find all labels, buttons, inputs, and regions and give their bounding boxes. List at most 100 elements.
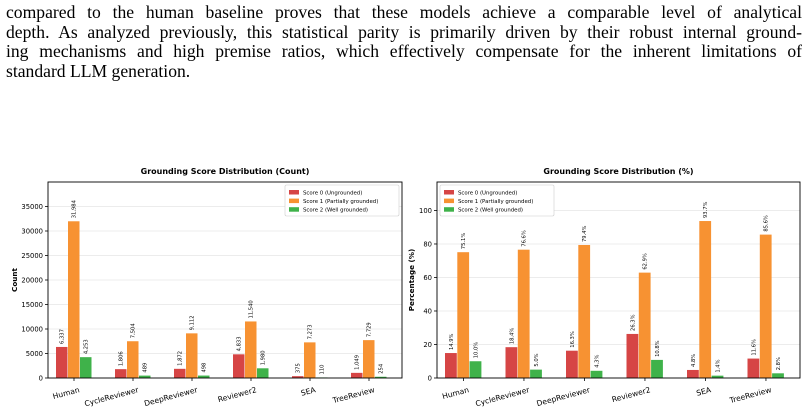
bar-value-label: 18.4%	[509, 328, 515, 345]
bar	[68, 221, 80, 378]
bar	[578, 244, 591, 378]
y-tick-label: 80	[423, 240, 432, 248]
y-tick-label: 20000	[21, 276, 43, 284]
bar	[80, 357, 92, 378]
paragraph-line: ing mechanisms and high premise ratios, …	[6, 41, 802, 62]
legend-label: Score 1 (Partially grounded)	[458, 199, 533, 205]
bar	[186, 333, 198, 378]
bar	[174, 368, 186, 378]
bar	[687, 369, 699, 378]
bar-value-label: 14.9%	[449, 333, 455, 350]
x-tick-label: DeepReviewer	[536, 385, 592, 408]
y-tick-label: 0	[428, 374, 432, 382]
chart-title: Grounding Score Distribution (Count)	[141, 167, 310, 176]
y-tick-label: 0	[39, 374, 43, 382]
y-tick-label: 30000	[21, 227, 43, 235]
x-tick-label: SEA	[695, 385, 712, 398]
x-tick-label: TreeReview	[728, 385, 773, 405]
bar-value-label: 11,540	[249, 300, 255, 318]
bar-value-label: 489	[143, 363, 149, 373]
bar-value-label: 10.8%	[655, 340, 661, 357]
bar	[245, 321, 257, 378]
legend-label: Score 2 (Well grounded)	[458, 208, 523, 214]
y-tick-label: 20	[423, 341, 432, 349]
bar	[469, 361, 482, 378]
bar	[292, 376, 304, 378]
bar	[772, 373, 784, 378]
bar	[530, 369, 542, 378]
plot-frame	[436, 181, 801, 379]
y-axis-label: Count	[10, 267, 19, 291]
bar	[115, 369, 127, 378]
bar-value-label: 1,806	[119, 351, 125, 366]
bar-value-label: 9,112	[190, 315, 196, 330]
chart-title: Grounding Score Distribution (%)	[543, 167, 693, 176]
y-tick-label: 25000	[21, 252, 43, 260]
bar-value-label: 31,984	[72, 199, 78, 218]
x-tick-label: CycleReviewer	[474, 385, 531, 408]
paragraph-line: compared to the human baseline proves th…	[6, 2, 802, 22]
bar	[747, 358, 760, 378]
y-tick-label: 35000	[21, 203, 43, 211]
bar	[304, 342, 316, 378]
bar-value-label: 4.8%	[691, 354, 697, 367]
bar	[198, 375, 210, 378]
count-bar-chart: Grounding Score Distribution (Count) 0 500…	[10, 167, 403, 408]
y-tick-label: 100	[419, 207, 432, 215]
bar-value-label: 5.0%	[534, 353, 540, 366]
legend-swatch	[444, 198, 454, 204]
bar-value-label: 75.1%	[461, 233, 467, 250]
bar-value-label: 498	[202, 363, 208, 373]
bar-value-label: 2.8%	[776, 357, 782, 370]
y-tick-label: 15000	[21, 301, 43, 309]
bar	[233, 354, 245, 378]
bar-value-label: 4.3%	[595, 355, 601, 368]
bar	[626, 333, 639, 378]
plot-frame	[47, 181, 403, 379]
bar	[56, 346, 68, 378]
bar	[711, 375, 724, 378]
bar-value-label: 10.0%	[474, 342, 480, 359]
x-tick-label: DeepReviewer	[143, 385, 199, 408]
bar-value-label: 7,729	[367, 322, 373, 337]
y-tick-label: 60	[423, 274, 432, 282]
bar	[127, 341, 139, 378]
bar-value-label: 7,504	[131, 323, 137, 339]
bar-value-label: 4,253	[84, 339, 90, 354]
paragraph-line: depth. As analyzed previously, this stat…	[6, 21, 802, 42]
legend-box	[439, 184, 555, 217]
x-tick-label: Human	[441, 385, 470, 401]
bar	[505, 347, 518, 378]
legend-swatch	[289, 198, 299, 204]
bar-value-label: 79.4%	[582, 225, 588, 242]
bar	[457, 252, 470, 378]
bar-value-label: 16.3%	[570, 331, 576, 348]
legend-label: Score 0 (Ungrounded)	[303, 190, 362, 196]
bar-value-label: 6,337	[60, 329, 66, 344]
x-tick-label: SEA	[300, 385, 317, 398]
y-tick-label: 10000	[21, 325, 43, 333]
bar-value-label: 93.7%	[703, 201, 709, 218]
legend-swatch	[289, 190, 299, 195]
legend-label: Score 0 (Ungrounded)	[458, 190, 517, 196]
legend-swatch	[289, 207, 299, 212]
bar	[375, 376, 387, 378]
y-axis-label: Percentage (%)	[407, 249, 416, 312]
legend-label: Score 2 (Well grounded)	[303, 208, 368, 214]
bar-value-label: 26.3%	[630, 314, 636, 331]
x-tick-label: Reviewer2	[611, 385, 652, 404]
bar	[363, 340, 375, 378]
bar-value-label: 76.6%	[522, 230, 528, 247]
percentage-bar-chart: Grounding Score Distribution (%) 0 20 40 60 8…	[407, 167, 801, 408]
bar-value-label: 7,273	[308, 325, 314, 340]
legend-box	[284, 184, 400, 217]
bar-value-label: 1,872	[178, 351, 184, 366]
bar-value-label: 110	[320, 365, 326, 375]
bar	[445, 353, 457, 378]
x-tick-label: TreeReview	[331, 385, 376, 405]
bar-value-label: 85.6%	[764, 215, 770, 232]
body-paragraph: compared to the human baseline proves th…	[6, 2, 802, 81]
y-tick-label: 40	[423, 307, 432, 315]
bar	[590, 370, 603, 378]
bar	[699, 221, 712, 378]
